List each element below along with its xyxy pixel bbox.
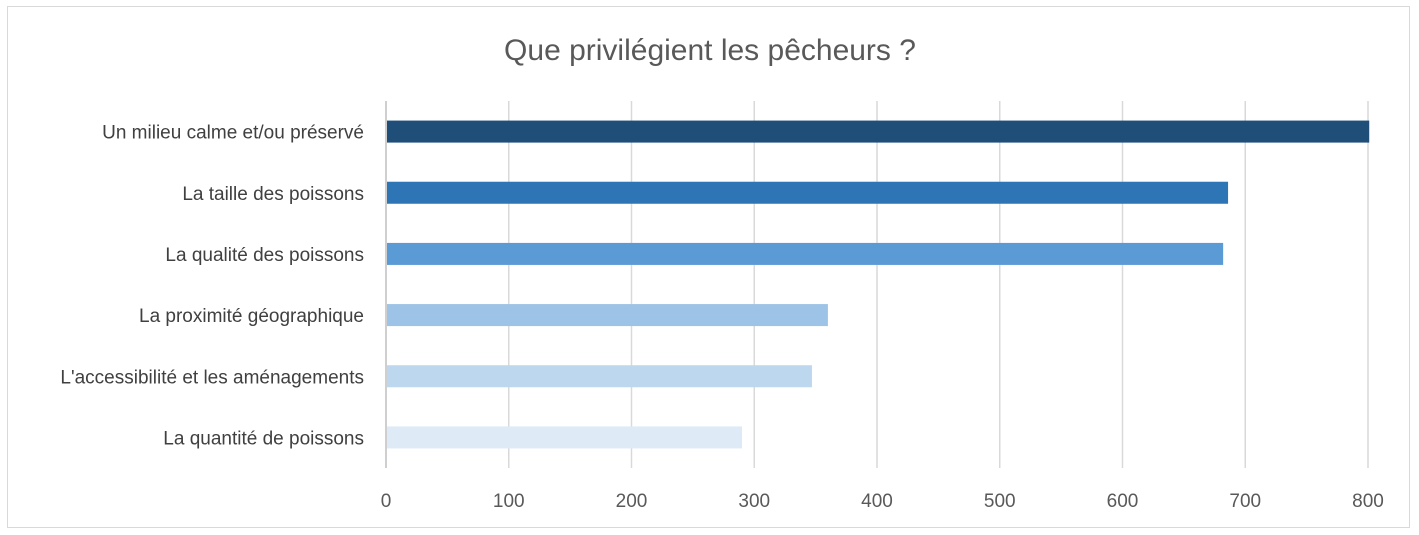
bar	[387, 304, 828, 327]
x-tick-label: 300	[738, 491, 770, 512]
x-tick-label: 400	[861, 491, 893, 512]
x-tick-label: 0	[381, 491, 392, 512]
bar	[387, 120, 1370, 143]
x-tick-label: 700	[1229, 491, 1261, 512]
category-label: La qualité des poissons	[165, 245, 364, 266]
x-tick-label: 100	[493, 491, 525, 512]
category-label: L'accessibilité et les aménagements	[60, 367, 364, 388]
category-label: La proximité géographique	[139, 306, 364, 327]
chart-title: Que privilégient les pêcheurs ?	[504, 34, 916, 67]
x-tick-label: 800	[1352, 491, 1384, 512]
category-label: La quantité de poissons	[163, 428, 364, 449]
category-label: La taille des poissons	[182, 184, 364, 205]
bar	[387, 426, 742, 449]
category-label: Un milieu calme et/ou préservé	[102, 123, 364, 144]
x-tick-label: 600	[1107, 491, 1139, 512]
bar	[387, 242, 1224, 265]
x-tick-labels: 0 100 200 300 400 500 600 700 800	[381, 491, 1384, 512]
grid-lines	[385, 101, 1369, 468]
bar	[387, 365, 812, 388]
x-tick-label: 500	[984, 491, 1016, 512]
category-labels: Un milieu calme et/ou préservé La taille …	[60, 123, 364, 450]
bar	[387, 181, 1229, 204]
bars	[387, 120, 1370, 449]
x-tick-label: 200	[616, 491, 648, 512]
